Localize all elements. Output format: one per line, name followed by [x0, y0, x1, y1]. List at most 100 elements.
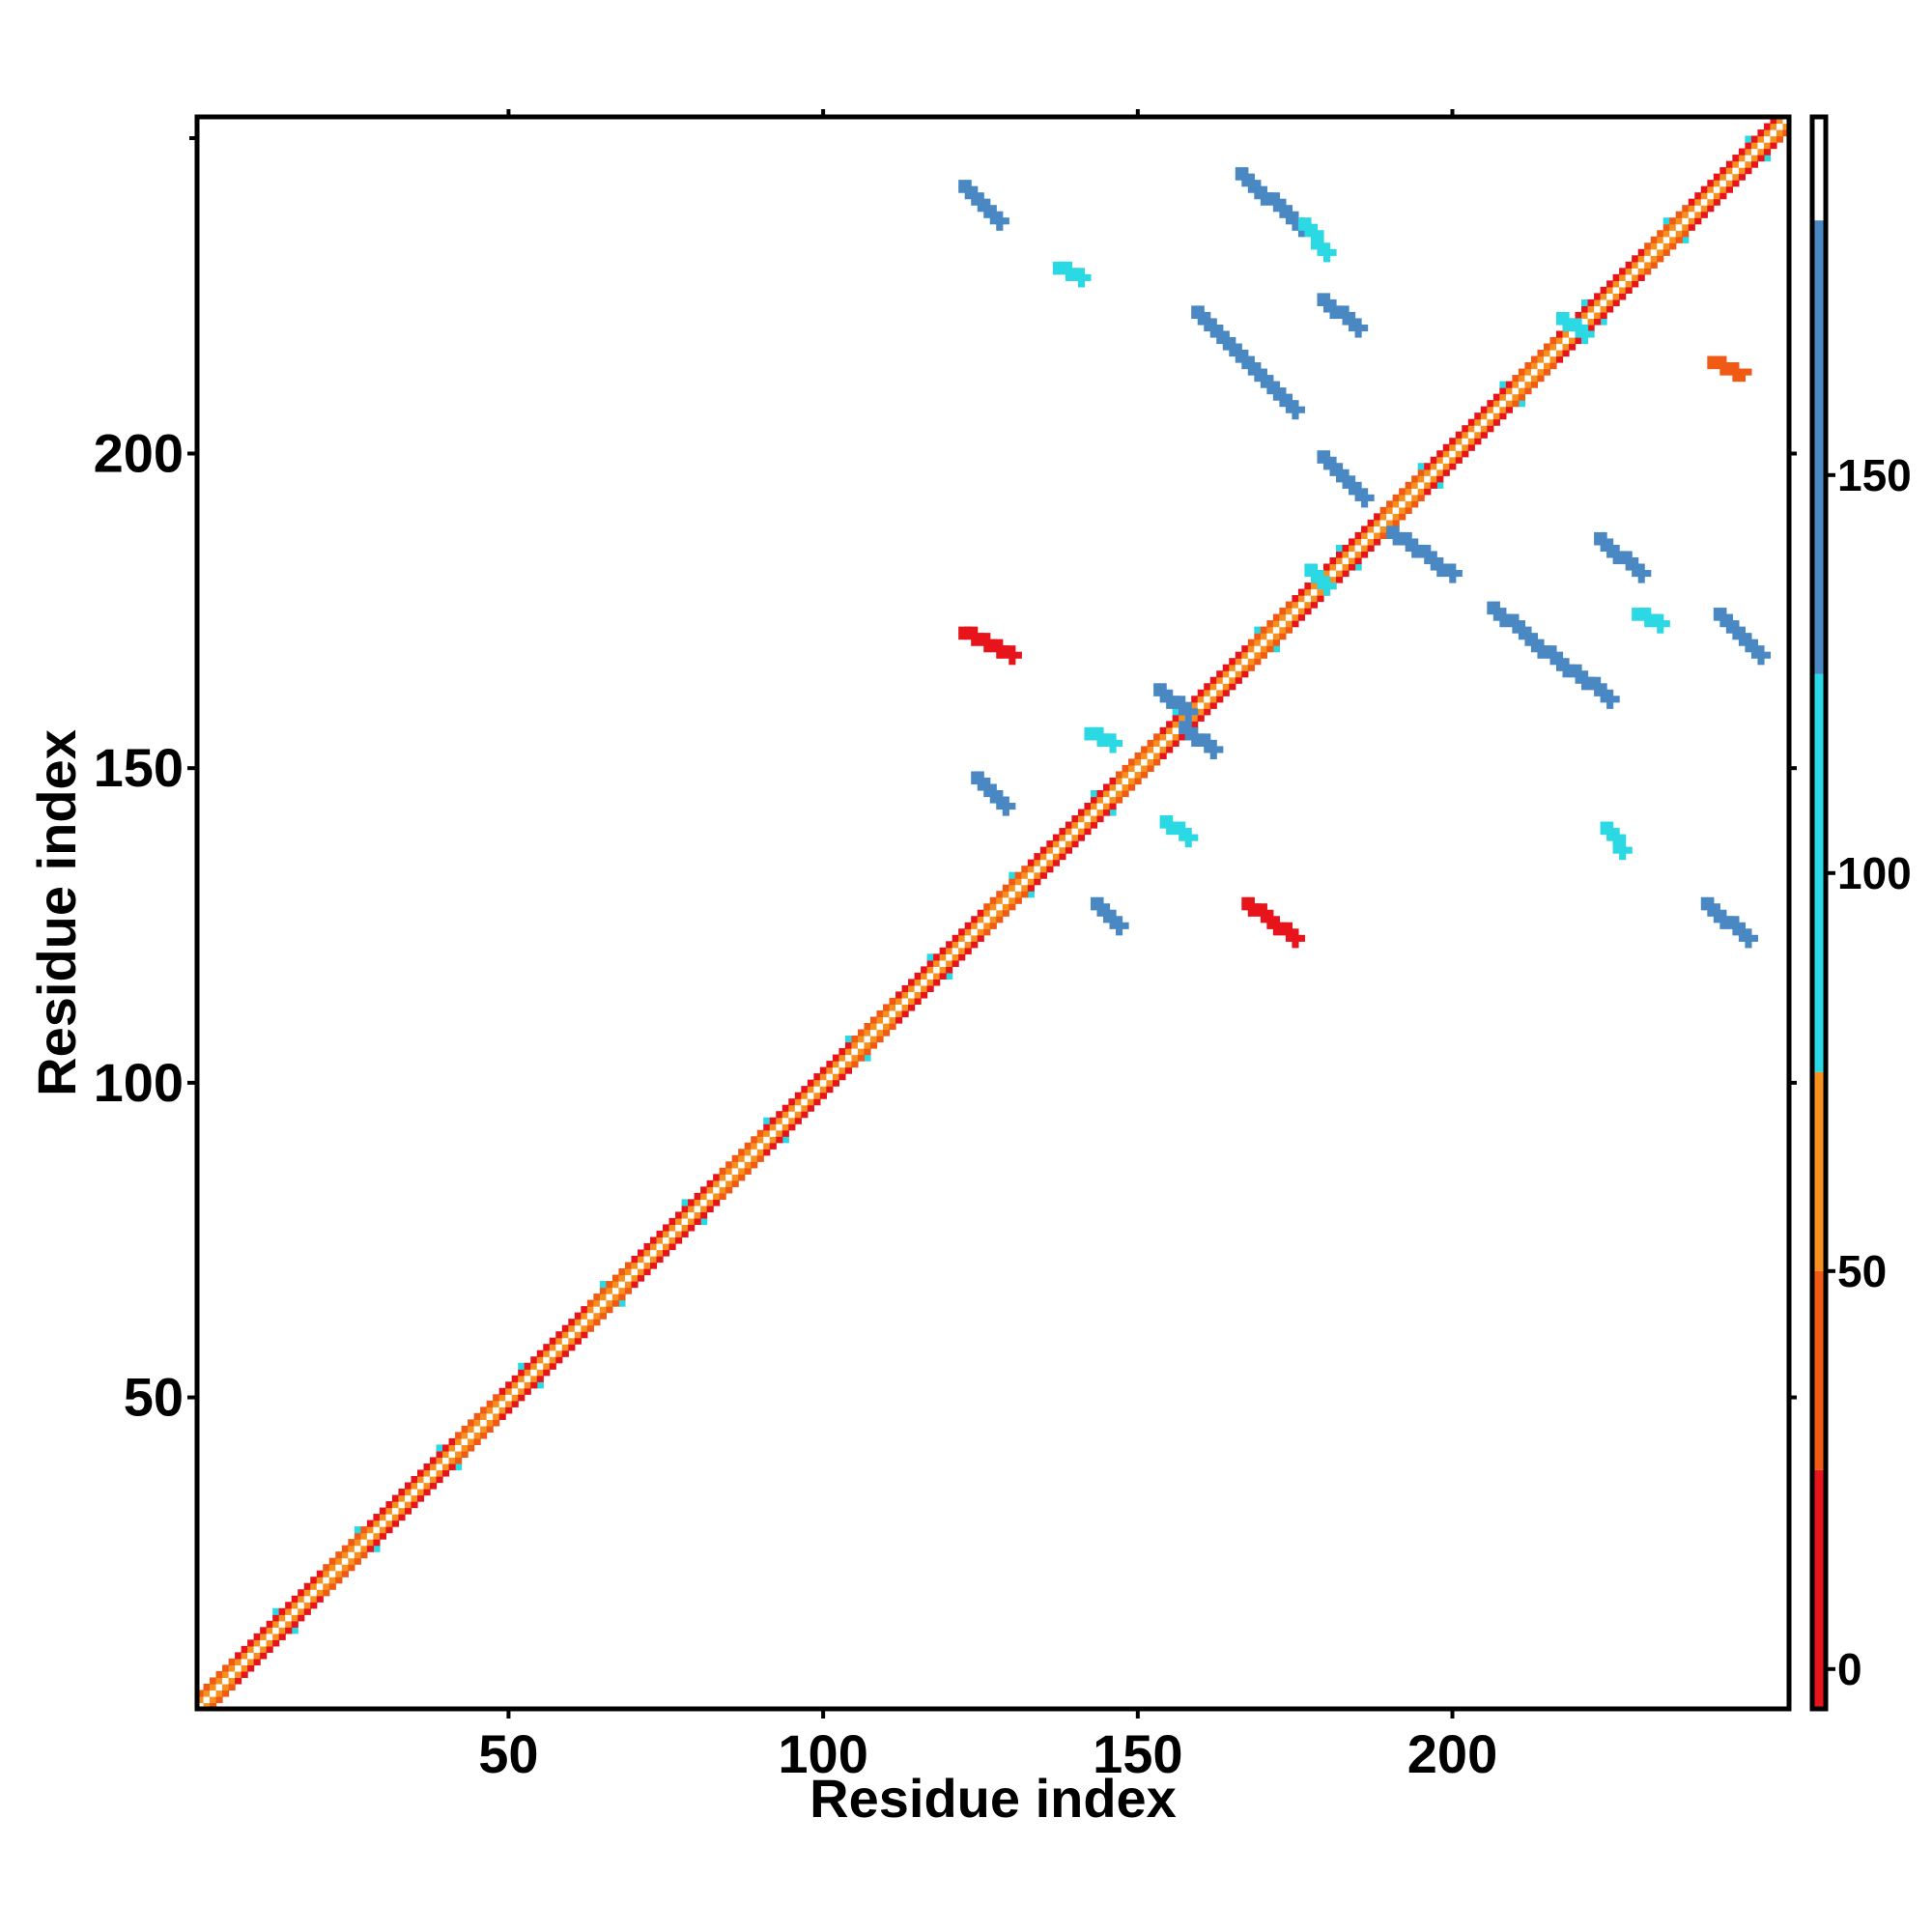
heatmap-cell [328, 1557, 336, 1565]
heatmap-cell [643, 1268, 651, 1276]
heatmap-cell [1467, 418, 1475, 426]
heatmap-cell [498, 1400, 506, 1407]
heatmap-cell [1499, 393, 1507, 401]
heatmap-cell [1116, 922, 1123, 929]
heatmap-cell [1675, 230, 1683, 238]
heatmap-cell [1059, 268, 1066, 275]
heatmap-cell [1071, 834, 1079, 841]
heatmap-cell [235, 1664, 242, 1672]
heatmap-cell [1279, 608, 1287, 615]
heatmap-cell [505, 1406, 513, 1414]
heatmap-cell [1292, 595, 1299, 603]
x-tick-label: 100 [778, 1723, 867, 1784]
heatmap-cell [1254, 658, 1262, 666]
heatmap-cell [316, 1577, 324, 1584]
heatmap-cell [1109, 922, 1117, 929]
heatmap-cell [1179, 708, 1186, 716]
heatmap-cell [1499, 381, 1507, 388]
heatmap-cell [1637, 563, 1645, 571]
heatmap-cell [581, 1306, 588, 1314]
heatmap-cell [1474, 431, 1482, 439]
heatmap-cell [1322, 248, 1331, 256]
y-tick-label: 100 [94, 1052, 184, 1113]
heatmap-cell [1374, 531, 1381, 540]
heatmap-cell [511, 1375, 519, 1382]
heatmap-cell [1549, 658, 1557, 666]
heatmap-cell [989, 922, 997, 929]
heatmap-cell [1116, 916, 1123, 923]
heatmap-cell [1612, 556, 1620, 565]
heatmap-cell [524, 1362, 531, 1370]
heatmap-cell [1417, 463, 1425, 470]
heatmap-cell [1480, 406, 1488, 413]
heatmap-cell [751, 1161, 758, 1169]
heatmap-cell [455, 1457, 463, 1464]
heatmap-cell [1342, 305, 1350, 313]
heatmap-cell [536, 1362, 544, 1370]
heatmap-cell [1662, 236, 1670, 243]
heatmap-cell [272, 1620, 280, 1628]
heatmap-cell [1606, 701, 1614, 709]
heatmap-cell [480, 1406, 488, 1414]
heatmap-cell [869, 1029, 878, 1037]
heatmap-cell [1342, 481, 1350, 489]
heatmap-cell [1204, 324, 1211, 332]
heatmap-cell [1719, 620, 1727, 628]
heatmap-cell [555, 1344, 563, 1351]
heatmap-cell [719, 1192, 726, 1200]
heatmap-cell [813, 1092, 821, 1099]
heatmap-cell [826, 1066, 834, 1074]
heatmap-cell [586, 1306, 594, 1314]
heatmap-cell [977, 934, 984, 942]
heatmap-cell [876, 1016, 884, 1024]
heatmap-cell [1587, 298, 1595, 307]
heatmap-cell [1612, 840, 1620, 848]
heatmap-cell [1184, 708, 1192, 716]
heatmap-cell [1770, 123, 1777, 130]
heatmap-cell [1719, 916, 1727, 923]
heatmap-cell [1675, 211, 1683, 218]
heatmap-cell [253, 1645, 261, 1653]
heatmap-cell [1625, 551, 1633, 558]
heatmap-cell [1002, 651, 1009, 659]
heatmap-cell [222, 1677, 230, 1685]
heatmap-cell [1763, 148, 1772, 156]
heatmap-cell [1204, 739, 1211, 747]
heatmap-cell [769, 1142, 777, 1150]
heatmap-cell [952, 953, 959, 961]
heatmap-cell [1745, 941, 1752, 949]
heatmap-cell [398, 1507, 406, 1515]
heatmap-cell [1606, 834, 1614, 841]
heatmap-cell [681, 1211, 689, 1219]
heatmap-cell [801, 1104, 809, 1112]
heatmap-cell [1543, 651, 1551, 659]
heatmap-cell [1725, 620, 1733, 628]
heatmap-cell [1279, 198, 1287, 206]
heatmap-cell [1442, 469, 1450, 476]
heatmap-cell [1644, 248, 1652, 256]
heatmap-cell [751, 1154, 758, 1162]
heatmap-cell [1632, 556, 1639, 565]
heatmap-cell [958, 626, 966, 634]
heatmap-cell [1405, 544, 1412, 553]
heatmap-cell [744, 1161, 752, 1169]
heatmap-cell [1600, 696, 1607, 703]
heatmap-cell [1179, 726, 1186, 734]
heatmap-cell [266, 1627, 273, 1634]
heatmap-cell [1738, 626, 1746, 634]
heatmap-cell [310, 1577, 318, 1584]
heatmap-cell [486, 1425, 494, 1433]
heatmap-cell [606, 1299, 613, 1307]
heatmap-cell [901, 1004, 909, 1011]
heatmap-cell [436, 1444, 443, 1452]
heatmap-cell [505, 1400, 513, 1407]
heatmap-cell [436, 1475, 443, 1484]
heatmap-cell [1166, 828, 1174, 836]
heatmap-cell [1424, 551, 1432, 558]
heatmap-cell [1122, 922, 1129, 929]
heatmap-cell [1694, 205, 1702, 213]
heatmap-cell [1204, 311, 1211, 320]
heatmap-cell [1354, 481, 1362, 489]
heatmap-cell [1014, 891, 1022, 898]
heatmap-cell [1738, 928, 1746, 936]
